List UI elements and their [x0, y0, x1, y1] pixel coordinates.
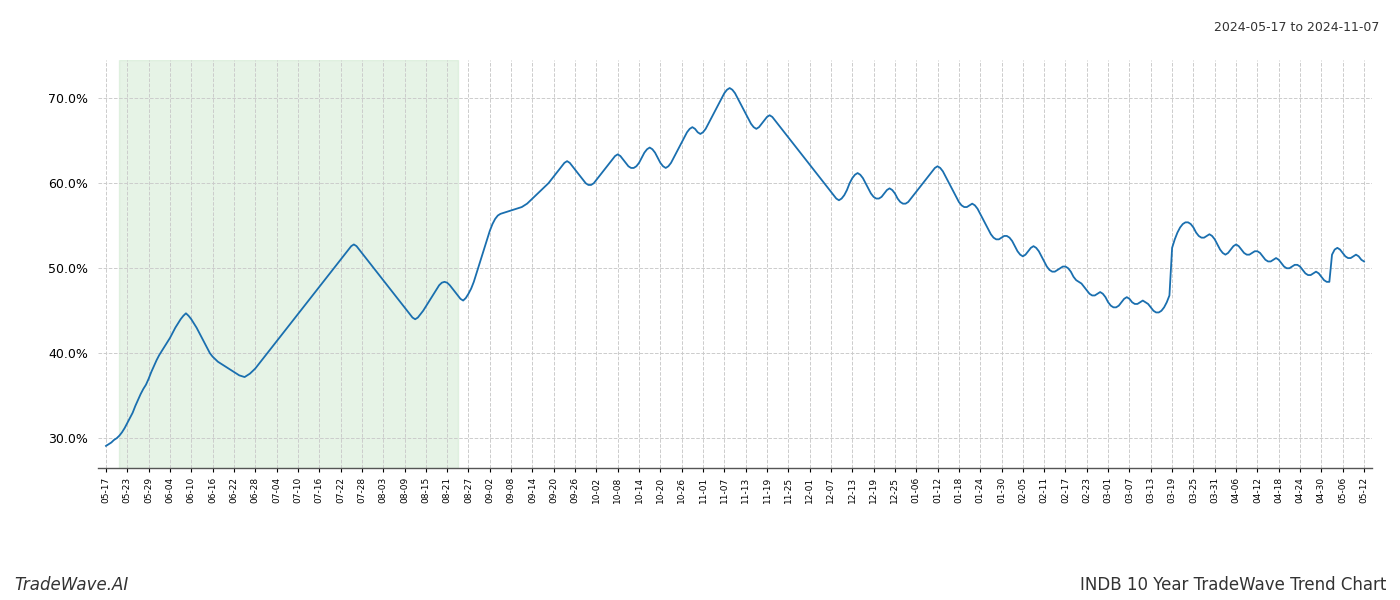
Bar [119, 60, 458, 468]
Text: TradeWave.AI: TradeWave.AI [14, 576, 129, 594]
Text: 2024-05-17 to 2024-11-07: 2024-05-17 to 2024-11-07 [1214, 21, 1379, 34]
Text: INDB 10 Year TradeWave Trend Chart: INDB 10 Year TradeWave Trend Chart [1079, 576, 1386, 594]
